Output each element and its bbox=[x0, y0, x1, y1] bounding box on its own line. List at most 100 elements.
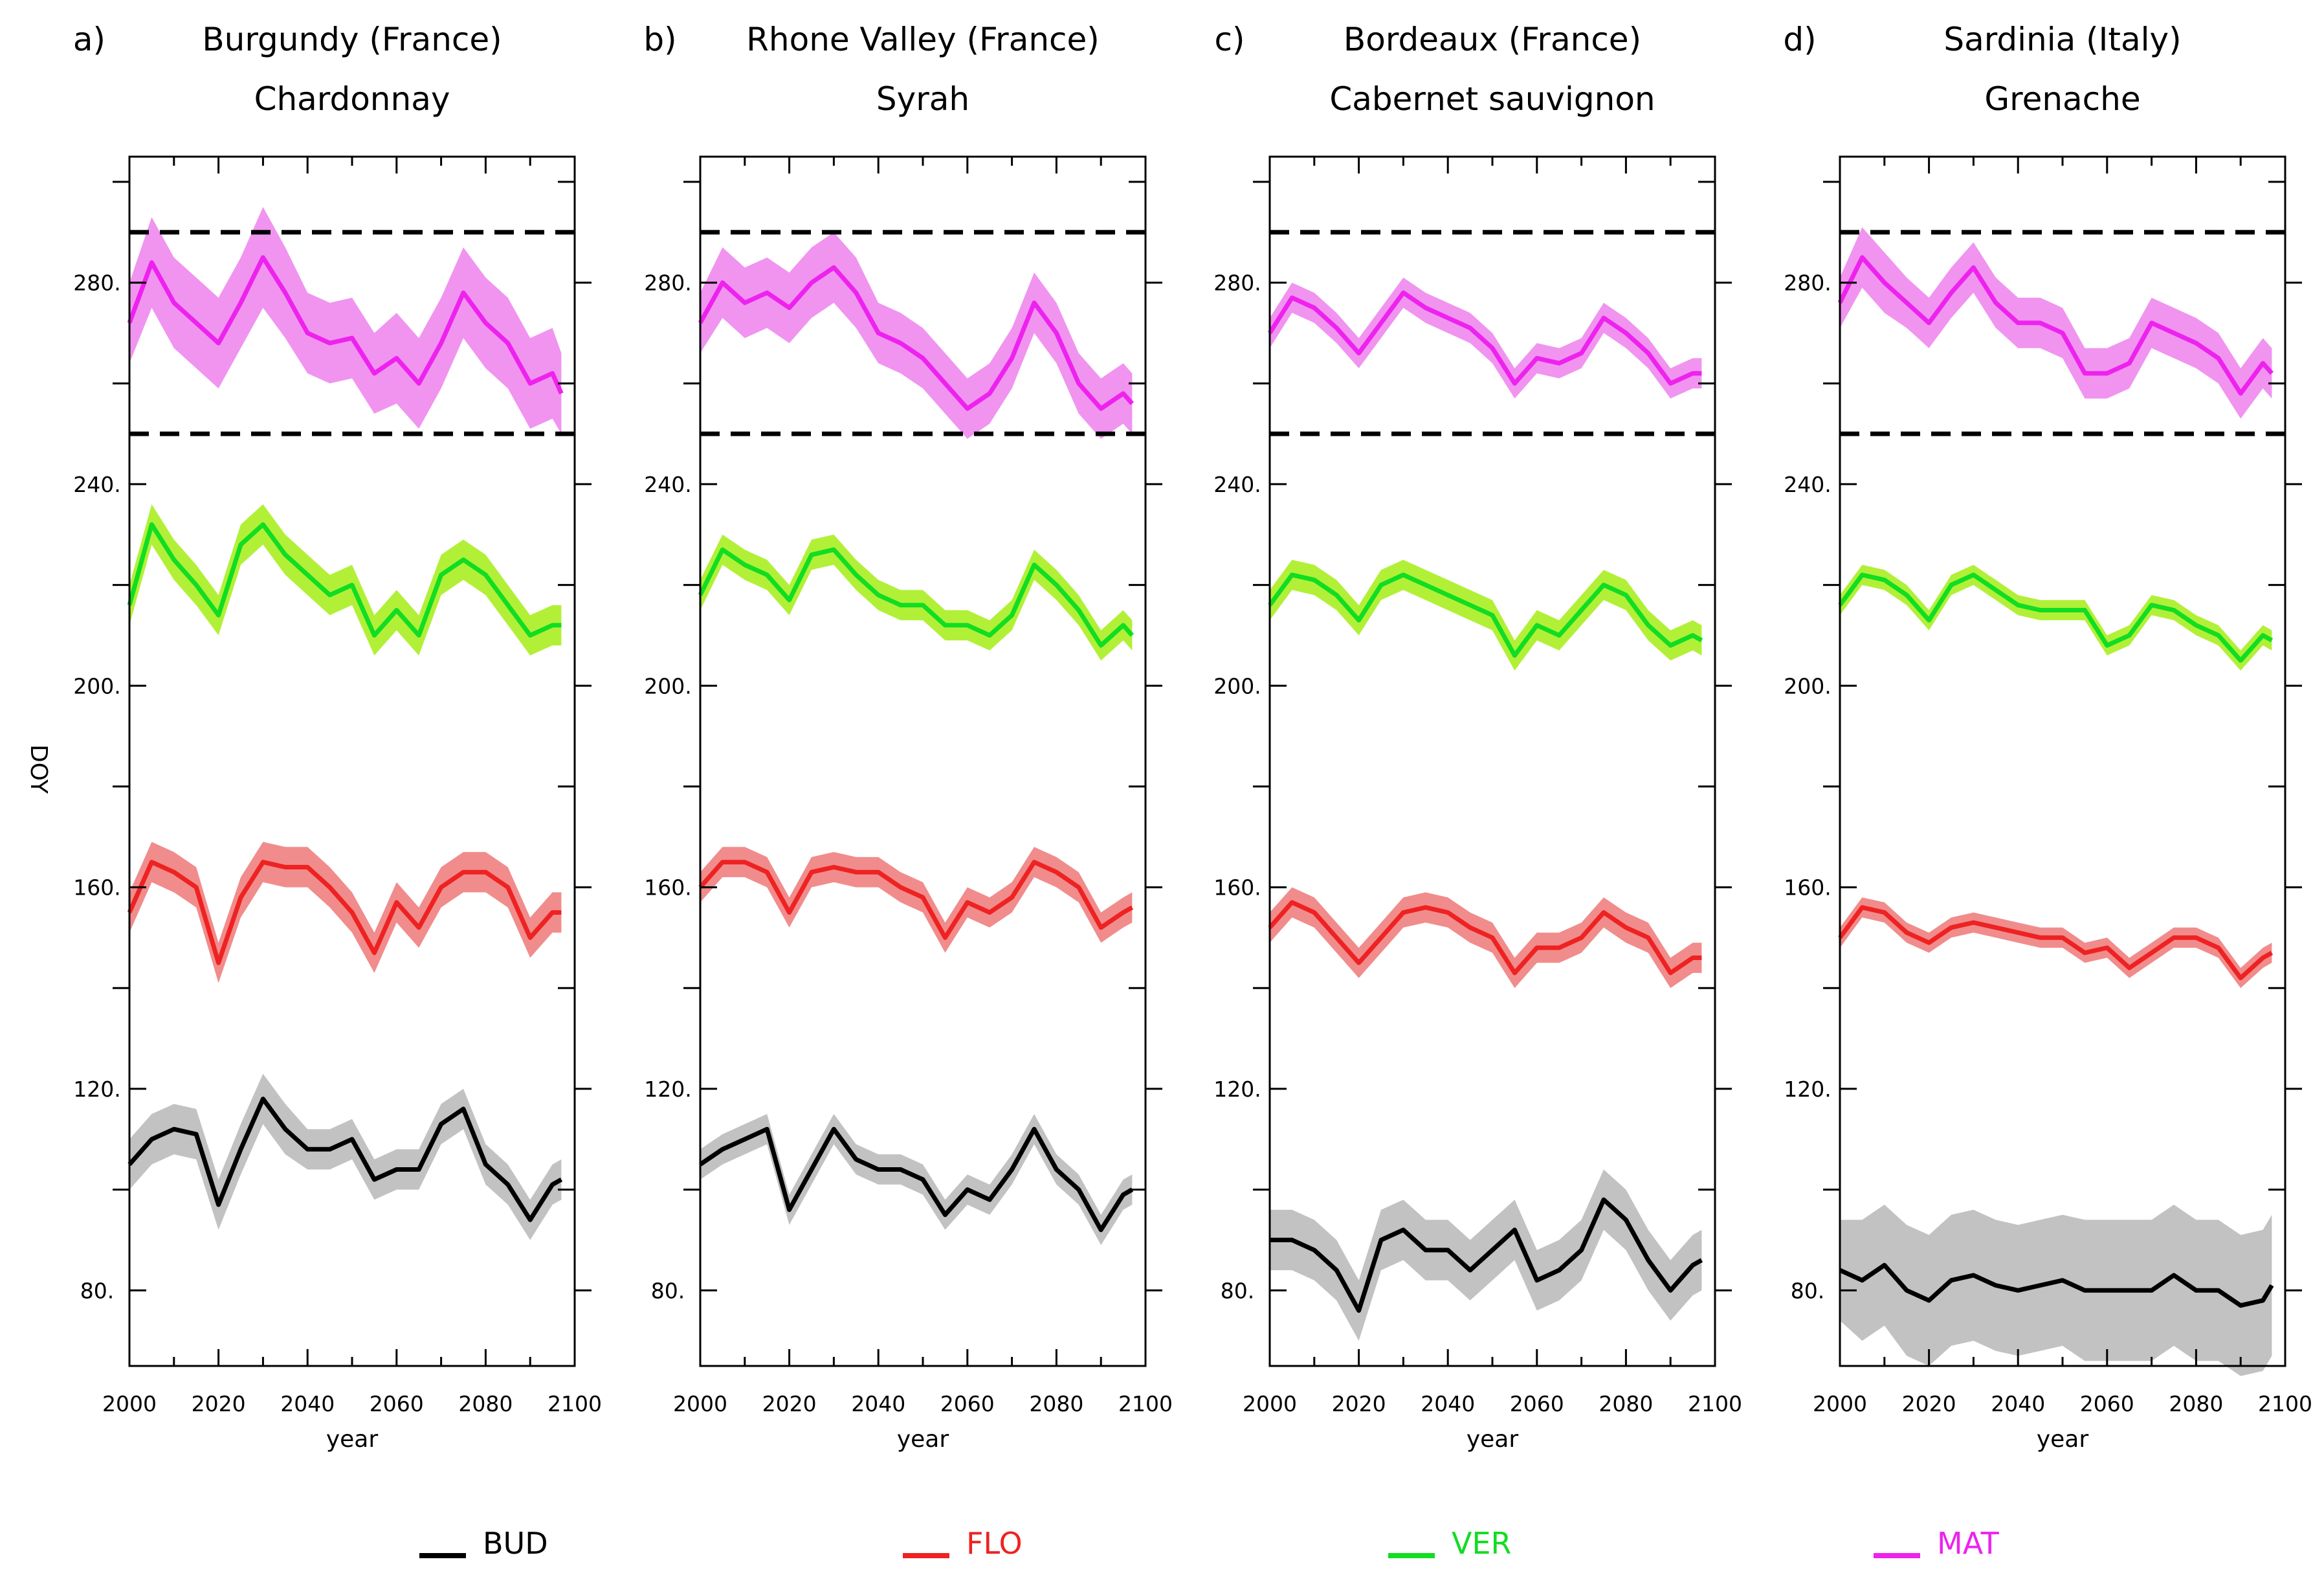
panel-cultivar-title: Syrah bbox=[876, 80, 969, 118]
y-tick-label: 80. bbox=[651, 1278, 685, 1303]
x-tick-label: 2080 bbox=[458, 1391, 513, 1416]
panel-1: a) Burgundy (France) Chardonnay 2000 2020 204… bbox=[73, 21, 602, 1453]
x-tick-label: 2080 bbox=[1029, 1391, 1083, 1416]
band-flo bbox=[129, 842, 562, 983]
y-tick-label: 160. bbox=[73, 875, 120, 900]
x-tick-label: 2020 bbox=[1902, 1391, 1956, 1416]
panel-4: d) Sardinia (Italy) Grenache 2000 2020 2040 20… bbox=[1783, 21, 2312, 1453]
series-line-bud bbox=[1839, 1262, 2274, 1308]
x-tick-label: 2060 bbox=[940, 1391, 995, 1416]
legend-label-mat: MAT bbox=[1937, 1526, 2000, 1561]
band-flo bbox=[1270, 887, 1702, 989]
legend-label-ver: VER bbox=[1452, 1526, 1512, 1561]
x-tick-label: 2000 bbox=[1243, 1391, 1297, 1416]
series-line-flo bbox=[698, 860, 1134, 940]
band-bud bbox=[1840, 1204, 2272, 1376]
panel-region-title: Bordeaux (France) bbox=[1344, 21, 1641, 58]
y-tick-label: 200. bbox=[1213, 673, 1261, 699]
x-tick-label: 2000 bbox=[1813, 1391, 1867, 1416]
y-tick-label: 160. bbox=[1784, 875, 1831, 900]
series-line-flo bbox=[1268, 900, 1702, 976]
x-tick-label: 2100 bbox=[1118, 1391, 1173, 1416]
x-tick-label: 2060 bbox=[1510, 1391, 1564, 1416]
x-tick-label: 2040 bbox=[851, 1391, 905, 1416]
band-ver bbox=[1840, 565, 2272, 671]
x-tick-label: 2000 bbox=[102, 1391, 157, 1416]
y-tick-label: 240. bbox=[73, 472, 120, 497]
y-tick-label: 200. bbox=[644, 673, 691, 699]
y-tick-label: 240. bbox=[1213, 472, 1261, 497]
band-ver bbox=[1270, 559, 1702, 671]
x-tick-label: 2020 bbox=[762, 1391, 817, 1416]
panel-2: b) Rhone Valley (France) Syrah 2000 2020 2040… bbox=[643, 21, 1173, 1453]
y-tick-label: 80. bbox=[80, 1278, 114, 1303]
series-line-mat bbox=[127, 255, 564, 395]
x-tick-label: 2040 bbox=[1991, 1391, 2045, 1416]
panel-letter: a) bbox=[73, 21, 105, 58]
y-tick-label: 280. bbox=[73, 271, 120, 296]
panel-letter: d) bbox=[1783, 21, 1816, 58]
x-tick-label: 2040 bbox=[1421, 1391, 1475, 1416]
y-tick-label: 280. bbox=[1784, 271, 1831, 296]
band-bud bbox=[129, 1073, 562, 1240]
y-tick-label: 240. bbox=[1784, 472, 1831, 497]
band-mat bbox=[700, 232, 1133, 439]
x-tick-label: 2100 bbox=[2258, 1391, 2312, 1416]
series-line-bud bbox=[699, 1126, 1134, 1233]
panel-cultivar-title: Grenache bbox=[1984, 80, 2140, 118]
y-tick-label: 120. bbox=[644, 1077, 691, 1102]
y-axis-label: DOY bbox=[25, 744, 52, 794]
panel-letter: b) bbox=[643, 21, 676, 58]
x-tick-label: 2020 bbox=[1332, 1391, 1386, 1416]
y-tick-label: 200. bbox=[73, 673, 120, 699]
y-tick-label: 80. bbox=[1221, 1278, 1254, 1303]
band-flo bbox=[700, 847, 1133, 953]
series-line-flo bbox=[1838, 905, 2274, 981]
band-mat bbox=[129, 207, 562, 434]
series-line-ver bbox=[1838, 572, 2274, 663]
series-line-ver bbox=[698, 547, 1134, 648]
series-line-mat bbox=[1268, 290, 1702, 386]
series-line-flo bbox=[127, 860, 562, 965]
series-line-ver bbox=[1268, 572, 1703, 658]
x-axis-label: year bbox=[2037, 1426, 2089, 1453]
x-tick-label: 2000 bbox=[673, 1391, 727, 1416]
y-tick-label: 240. bbox=[644, 472, 691, 497]
y-tick-label: 120. bbox=[73, 1077, 120, 1102]
band-mat bbox=[1840, 227, 2272, 419]
series-line-bud bbox=[127, 1097, 563, 1222]
y-tick-label: 120. bbox=[1213, 1077, 1261, 1102]
series-line-ver bbox=[127, 522, 562, 638]
y-tick-label: 200. bbox=[1784, 673, 1831, 699]
y-tick-label: 280. bbox=[1213, 271, 1261, 296]
panel-region-title: Rhone Valley (France) bbox=[746, 21, 1100, 58]
band-mat bbox=[1270, 277, 1702, 399]
panel-region-title: Sardinia (Italy) bbox=[1943, 21, 2181, 58]
x-tick-label: 2060 bbox=[370, 1391, 424, 1416]
panel-cultivar-title: Chardonnay bbox=[254, 80, 450, 118]
panel-letter: c) bbox=[1215, 21, 1245, 58]
band-flo bbox=[1840, 897, 2272, 989]
y-tick-label: 120. bbox=[1784, 1077, 1831, 1102]
series-line-mat bbox=[698, 265, 1134, 411]
panel-cultivar-title: Cabernet sauvignon bbox=[1329, 80, 1655, 118]
x-tick-label: 2080 bbox=[2169, 1391, 2223, 1416]
x-tick-label: 2080 bbox=[1599, 1391, 1653, 1416]
y-tick-label: 80. bbox=[1791, 1278, 1824, 1303]
x-tick-label: 2100 bbox=[548, 1391, 602, 1416]
panel-region-title: Burgundy (France) bbox=[202, 21, 502, 58]
x-tick-label: 2060 bbox=[2080, 1391, 2134, 1416]
x-axis-label: year bbox=[326, 1426, 379, 1453]
y-tick-label: 160. bbox=[644, 875, 691, 900]
x-tick-label: 2100 bbox=[1688, 1391, 1742, 1416]
x-axis-label: year bbox=[897, 1426, 949, 1453]
series-line-bud bbox=[1270, 1197, 1703, 1313]
legend: BUD FLO VER MAT bbox=[419, 1526, 2000, 1561]
x-tick-label: 2040 bbox=[280, 1391, 335, 1416]
y-tick-label: 280. bbox=[644, 271, 691, 296]
series-line-mat bbox=[1837, 255, 2274, 396]
y-tick-label: 160. bbox=[1213, 875, 1261, 900]
legend-label-flo: FLO bbox=[966, 1526, 1023, 1561]
x-axis-label: year bbox=[1466, 1426, 1519, 1453]
